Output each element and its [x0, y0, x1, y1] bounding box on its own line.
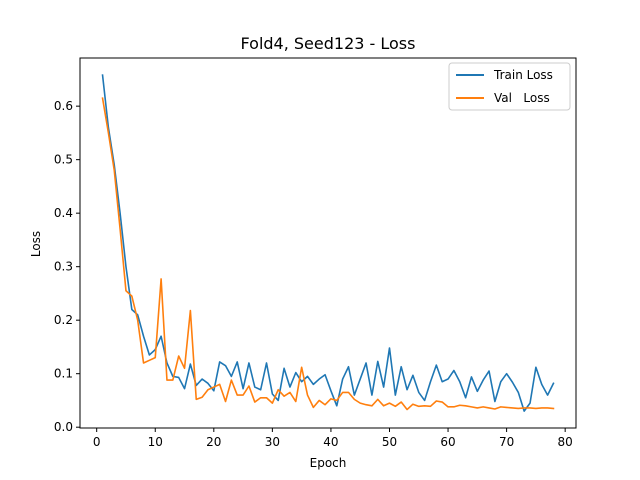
x-tick-label: 80 [558, 435, 573, 449]
x-tick-label: 50 [382, 435, 397, 449]
legend-label-train-loss: Train Loss [493, 68, 553, 82]
chart-title: Fold4, Seed123 - Loss [241, 34, 416, 53]
x-tick-label: 20 [206, 435, 221, 449]
x-tick-label: 40 [323, 435, 338, 449]
y-tick-label: 0.1 [54, 367, 73, 381]
x-axis-label: Epoch [310, 456, 347, 470]
series-line-train-loss [101, 74, 555, 412]
y-axis: 0.0 0.1 0.2 0.3 0.4 0.5 0.6 [54, 99, 80, 434]
y-tick-label: 0.5 [54, 153, 73, 167]
plot-frame [79, 57, 577, 429]
x-tick-label: 60 [440, 435, 455, 449]
x-tick-label: 10 [148, 435, 163, 449]
x-axis: 0 10 20 30 40 50 60 70 80 [93, 428, 573, 449]
x-tick-label: 0 [93, 435, 101, 449]
legend: Train Loss Val Loss [448, 62, 571, 111]
x-tick-label: 30 [265, 435, 280, 449]
y-tick-label: 0.0 [54, 420, 73, 434]
series-line-val-loss [101, 97, 555, 411]
y-tick-label: 0.3 [54, 260, 73, 274]
y-tick-label: 0.4 [54, 206, 73, 220]
y-tick-label: 0.2 [54, 313, 73, 327]
y-axis-label: Loss [29, 231, 43, 257]
y-tick-label: 0.6 [54, 99, 73, 113]
plot-area [101, 74, 555, 412]
x-tick-label: 70 [499, 435, 514, 449]
legend-label-val-loss: Val Loss [494, 91, 550, 105]
